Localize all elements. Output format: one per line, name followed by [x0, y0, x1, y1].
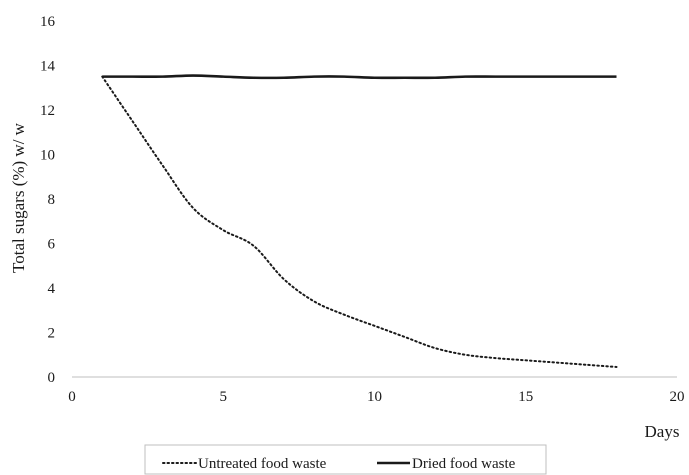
y-tick-label: 2 [48, 326, 56, 342]
x-tick-label: 10 [367, 389, 382, 405]
y-tick-label: 16 [40, 14, 56, 30]
y-tick-label: 4 [48, 281, 56, 297]
y-axis-label: Total sugars (%) w/ w [9, 122, 28, 273]
plot-area: 0 2 4 6 8 10 12 14 16 0 5 10 15 20 [40, 14, 685, 405]
y-tick-label: 6 [48, 237, 56, 253]
y-tick-label: 8 [48, 192, 56, 208]
x-tick-label: 20 [670, 389, 685, 405]
y-tick-labels: 0 2 4 6 8 10 12 14 16 [40, 14, 56, 386]
x-tick-label: 0 [68, 389, 76, 405]
y-tick-label: 12 [40, 103, 55, 119]
x-axis-label: Days [645, 422, 680, 441]
legend-box [144, 444, 547, 475]
legend-label-untreated: Untreated food waste [198, 456, 327, 472]
legend-label-dried: Dried food waste [412, 456, 516, 472]
x-tick-labels: 0 5 10 15 20 [68, 389, 684, 405]
series-line-dried-food-waste [102, 74, 617, 80]
x-tick-label: 15 [518, 389, 533, 405]
x-tick-label: 5 [220, 389, 228, 405]
y-tick-label: 10 [40, 148, 55, 164]
legend: Untreated food waste Dried food waste [144, 444, 547, 475]
y-tick-label: 0 [48, 370, 56, 386]
series-lines [101, 74, 618, 368]
y-tick-label: 14 [40, 59, 56, 75]
series-line-untreated-food-waste [101, 75, 618, 368]
